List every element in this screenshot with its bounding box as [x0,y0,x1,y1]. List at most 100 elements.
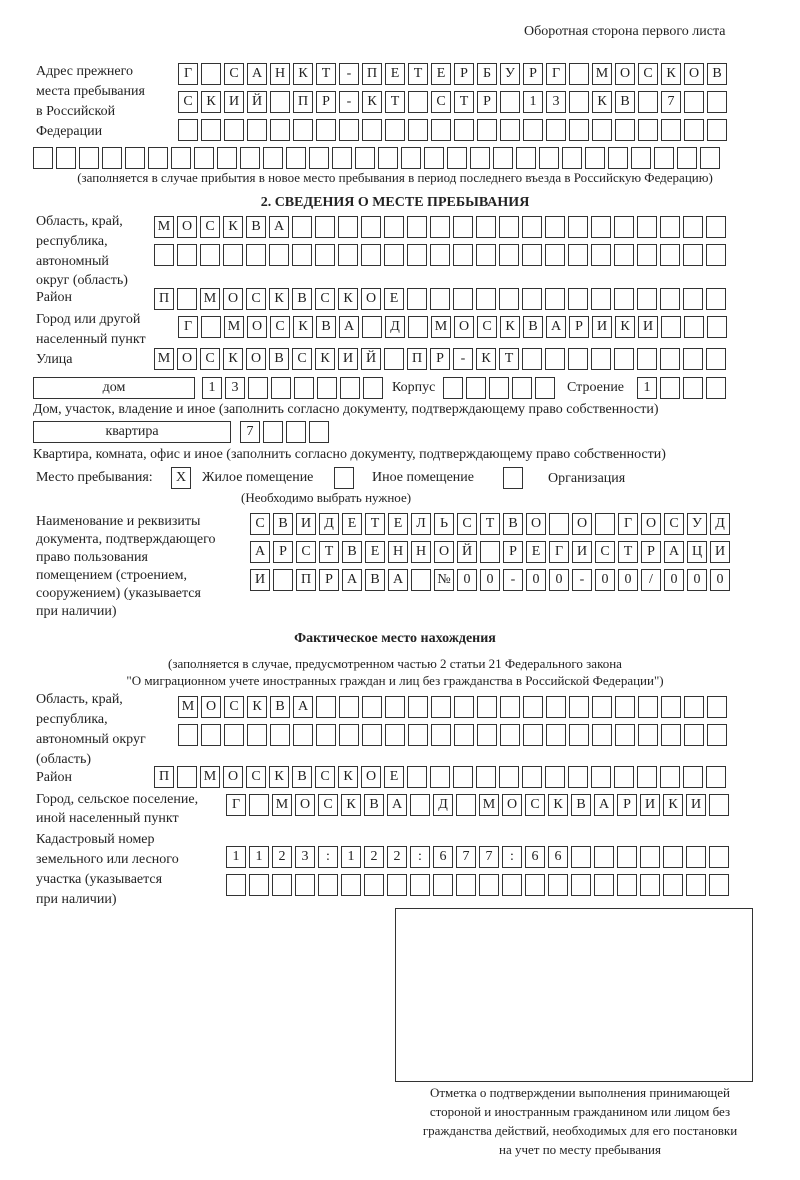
char-cell[interactable]: К [201,91,221,113]
char-cell[interactable]: 0 [526,569,546,591]
char-cell[interactable]: 3 [295,846,315,868]
char-cell[interactable]: К [338,766,358,788]
char-cell[interactable]: 0 [687,569,707,591]
char-cell[interactable]: Т [618,541,638,563]
char-cell[interactable]: О [454,316,474,338]
char-cell[interactable] [571,874,591,896]
char-cell[interactable] [660,766,680,788]
char-cell[interactable] [361,216,381,238]
char-cell[interactable]: 1 [249,846,269,868]
char-cell[interactable] [270,119,290,141]
char-cell[interactable] [385,724,405,746]
char-cell[interactable] [315,216,335,238]
char-cell[interactable] [617,874,637,896]
char-cell[interactable]: Т [480,513,500,535]
char-cell[interactable]: Л [411,513,431,535]
char-cell[interactable] [571,846,591,868]
char-cell[interactable] [201,316,221,338]
char-cell[interactable]: И [224,91,244,113]
char-cell[interactable]: Р [569,316,589,338]
char-cell[interactable] [500,91,520,113]
char-cell[interactable] [683,216,703,238]
char-cell[interactable]: Д [433,794,453,816]
char-cell[interactable]: О [223,288,243,310]
char-cell[interactable]: В [523,316,543,338]
char-cell[interactable] [453,216,473,238]
char-cell[interactable]: Т [454,91,474,113]
char-cell[interactable]: Р [477,91,497,113]
char-cell[interactable]: С [292,348,312,370]
char-cell[interactable] [500,724,520,746]
char-cell[interactable] [408,119,428,141]
char-cell[interactable] [263,147,283,169]
char-cell[interactable]: Г [226,794,246,816]
char-cell[interactable]: 6 [548,846,568,868]
char-cell[interactable]: Т [499,348,519,370]
char-cell[interactable] [707,696,727,718]
char-cell[interactable]: К [341,794,361,816]
char-cell[interactable]: К [592,91,612,113]
char-cell[interactable] [489,377,509,399]
char-cell[interactable]: У [687,513,707,535]
char-cell[interactable] [569,696,589,718]
char-cell[interactable] [608,147,628,169]
char-cell[interactable]: С [315,766,335,788]
korpus-row[interactable] [443,377,558,399]
char-cell[interactable] [706,348,726,370]
char-cell[interactable] [271,377,291,399]
char-cell[interactable] [454,119,474,141]
char-cell[interactable] [148,147,168,169]
char-cell[interactable]: В [316,316,336,338]
actual-region-row-2[interactable] [178,724,730,746]
char-cell[interactable] [686,846,706,868]
char-cell[interactable]: К [293,316,313,338]
char-cell[interactable] [410,794,430,816]
char-cell[interactable]: С [431,91,451,113]
char-cell[interactable] [637,348,657,370]
char-cell[interactable]: К [293,63,313,85]
char-cell[interactable]: С [477,316,497,338]
char-cell[interactable] [522,348,542,370]
char-cell[interactable]: О [295,794,315,816]
char-cell[interactable] [384,244,404,266]
char-cell[interactable]: В [292,288,312,310]
char-cell[interactable]: Р [617,794,637,816]
char-cell[interactable]: 1 [226,846,246,868]
char-cell[interactable] [661,316,681,338]
char-cell[interactable] [706,288,726,310]
char-cell[interactable]: Д [319,513,339,535]
char-cell[interactable] [178,119,198,141]
char-cell[interactable] [294,377,314,399]
char-cell[interactable] [660,244,680,266]
char-cell[interactable] [707,91,727,113]
char-cell[interactable] [592,696,612,718]
char-cell[interactable] [316,119,336,141]
char-cell[interactable] [660,288,680,310]
char-cell[interactable] [706,766,726,788]
char-cell[interactable]: Н [411,541,431,563]
char-cell[interactable] [640,874,660,896]
char-cell[interactable] [614,766,634,788]
char-cell[interactable] [684,316,704,338]
char-cell[interactable] [408,316,428,338]
char-cell[interactable] [686,874,706,896]
char-cell[interactable]: М [479,794,499,816]
char-cell[interactable] [293,119,313,141]
char-cell[interactable]: А [250,541,270,563]
char-cell[interactable] [493,147,513,169]
char-cell[interactable]: С [318,794,338,816]
char-cell[interactable] [355,147,375,169]
char-cell[interactable]: О [361,766,381,788]
char-cell[interactable]: И [686,794,706,816]
char-cell[interactable] [638,696,658,718]
char-cell[interactable] [339,119,359,141]
char-cell[interactable]: 1 [202,377,222,399]
char-cell[interactable]: М [154,216,174,238]
char-cell[interactable] [408,696,428,718]
char-cell[interactable] [683,766,703,788]
char-cell[interactable]: В [273,513,293,535]
char-cell[interactable] [453,288,473,310]
